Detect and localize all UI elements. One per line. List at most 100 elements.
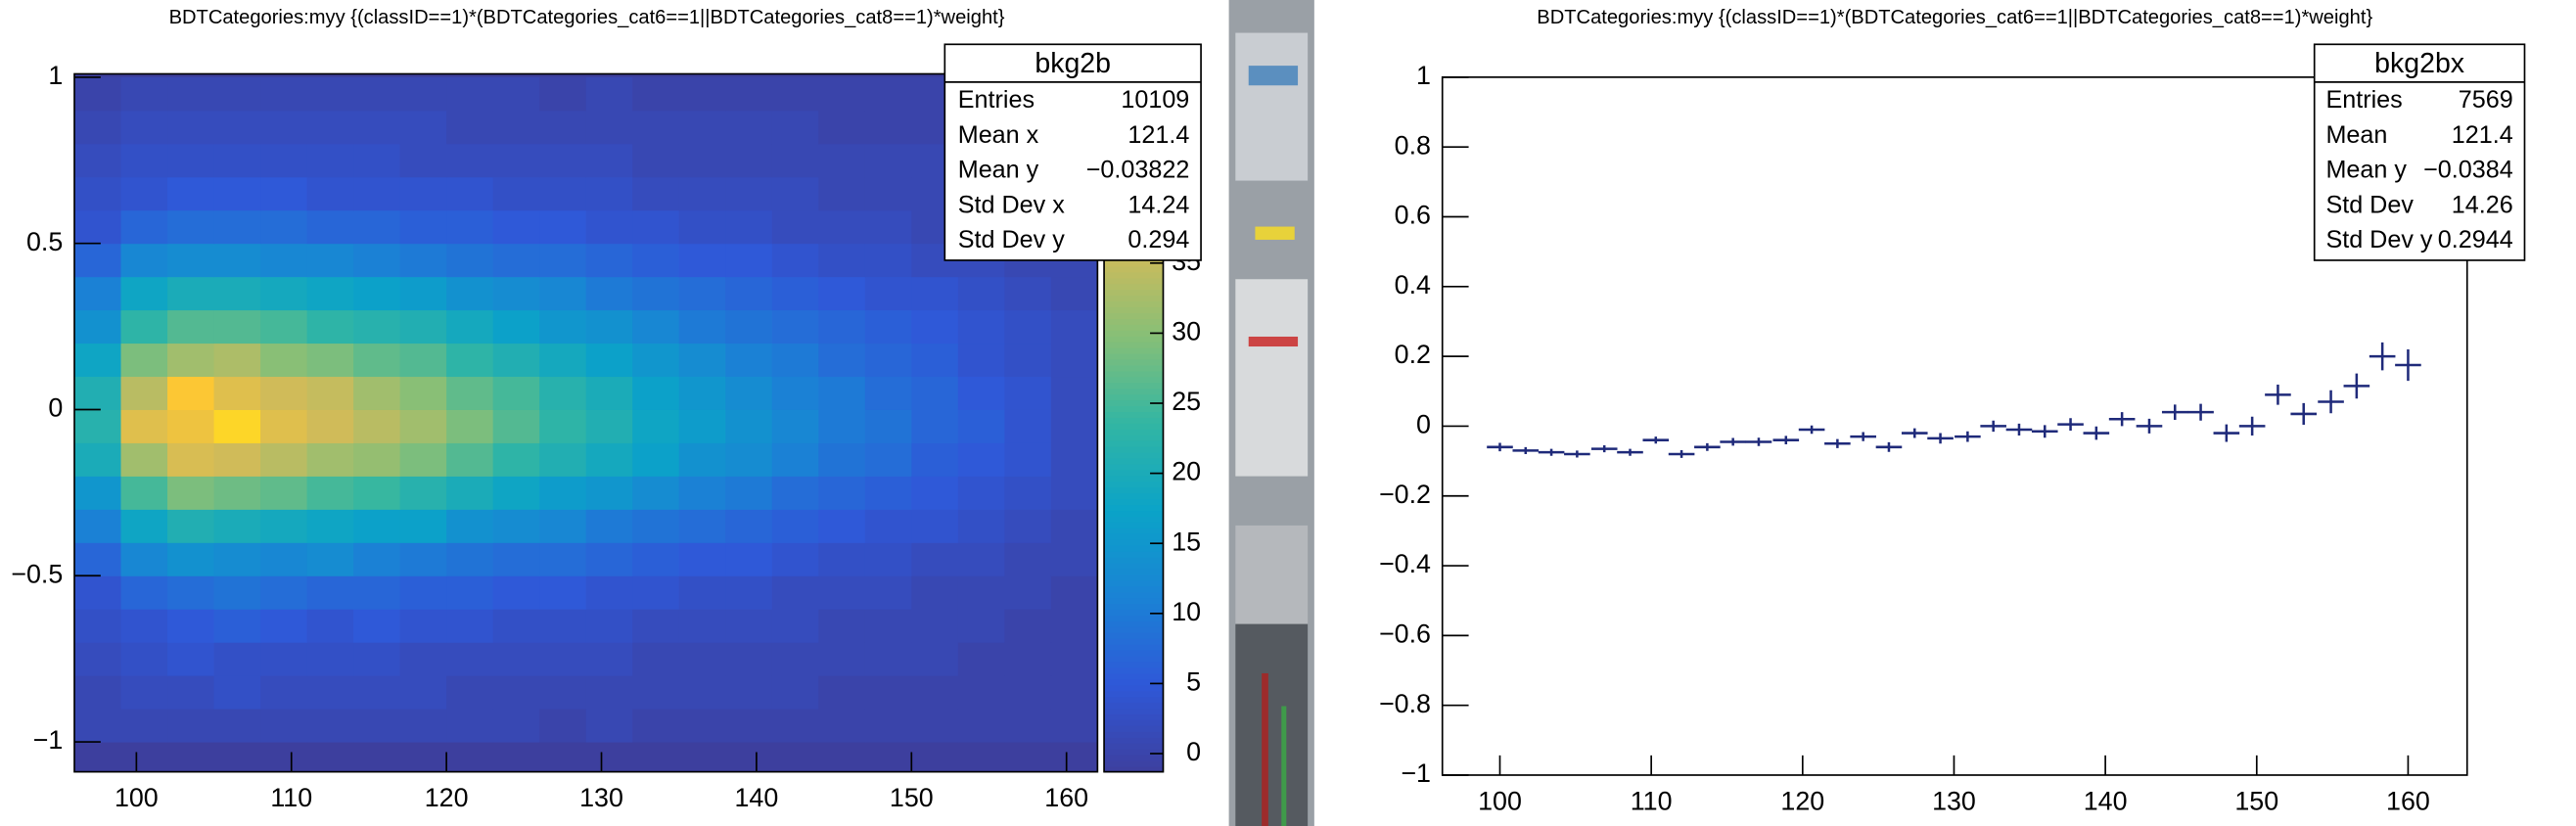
error-point [1875, 441, 1903, 452]
heat-cell [446, 476, 494, 510]
palette-step [1104, 609, 1164, 617]
heat-cell [911, 609, 959, 643]
heat-cell [725, 376, 773, 410]
heat-cell [957, 376, 1005, 410]
palette-step [1104, 538, 1164, 546]
stats-value: 10109 [1121, 86, 1189, 114]
heat-cell [353, 376, 401, 410]
heat-cell [260, 376, 308, 410]
heat-cell [632, 376, 680, 410]
heat-cell [725, 276, 773, 311]
heat-cell [399, 409, 447, 443]
heat-cell [120, 276, 168, 311]
heat-cell [446, 709, 494, 743]
heat-cell [446, 176, 494, 211]
photo-cable [1248, 66, 1299, 86]
heat-cell [585, 276, 633, 311]
palette-step [1104, 702, 1164, 710]
heat-cell [539, 343, 587, 378]
heat-cell [585, 709, 633, 743]
heat-cell [260, 343, 308, 378]
chart-title: BDTCategories:myy {(classID==1)*(BDTCate… [169, 7, 1005, 28]
palette-step [1104, 532, 1164, 540]
heat-cell [585, 542, 633, 576]
heat-cell [492, 642, 540, 676]
palette-step [1104, 277, 1164, 285]
palette-step [1104, 742, 1164, 750]
heat-cell [957, 409, 1005, 443]
palette-step [1104, 719, 1164, 726]
heat-cell [74, 575, 122, 610]
heat-cell [632, 110, 680, 145]
heat-cell [911, 476, 959, 510]
palette-step [1104, 445, 1164, 453]
heat-cell [446, 642, 494, 676]
heat-cell [213, 575, 261, 610]
heat-cell [306, 409, 354, 443]
palette-step [1104, 388, 1164, 395]
heat-cell [632, 143, 680, 178]
heat-cell [818, 709, 866, 743]
palette-step [1104, 429, 1164, 436]
heat-cell [864, 542, 912, 576]
error-point [2031, 425, 2058, 438]
heat-cell [353, 509, 401, 543]
palette-step [1104, 358, 1164, 366]
heat-cell [306, 575, 354, 610]
x-tick-label: 140 [2084, 787, 2128, 816]
heat-cell [539, 675, 587, 710]
palette-step [1104, 626, 1164, 633]
heat-cell [399, 376, 447, 410]
palette-step [1104, 649, 1164, 657]
y-tick-label: −0.6 [1379, 619, 1431, 648]
z-tick-label: 15 [1172, 527, 1201, 556]
heat-cell [1050, 376, 1098, 410]
x-tick-label: 130 [579, 783, 623, 812]
heat-cell [399, 176, 447, 211]
heat-cell [585, 675, 633, 710]
heat-cell [957, 575, 1005, 610]
palette-step [1104, 335, 1164, 343]
heat-cell [399, 209, 447, 245]
palette-step [1104, 666, 1164, 674]
heat-cell [771, 642, 819, 676]
heat-cell [632, 709, 680, 743]
heat-cell [167, 309, 215, 344]
heat-cell [120, 675, 168, 710]
heat-cell [818, 143, 866, 178]
palette-step [1104, 306, 1164, 313]
heat-cell [306, 442, 354, 477]
heat-cell [771, 110, 819, 145]
heat-cell [120, 442, 168, 477]
heat-cell [539, 209, 587, 245]
heat-cell [818, 309, 866, 344]
heat-cell [120, 209, 168, 245]
stats-title: bkg2b [1035, 48, 1111, 79]
heat-cell [399, 675, 447, 710]
heat-cell [585, 343, 633, 378]
heat-cell [260, 709, 308, 743]
heat-cell [585, 509, 633, 543]
error-point [1538, 448, 1565, 456]
z-tick-label: 0 [1186, 737, 1201, 766]
heat-cell [399, 476, 447, 510]
heat-cell [725, 442, 773, 477]
heat-cell [585, 176, 633, 211]
palette-step [1104, 411, 1164, 418]
heat-cell [399, 442, 447, 477]
heat-cell [585, 76, 633, 112]
heat-cell [632, 675, 680, 710]
heat-cell [120, 575, 168, 610]
heat-cell [725, 143, 773, 178]
heat-cell [1004, 709, 1052, 743]
heat-cell [74, 376, 122, 410]
heat-cell [306, 309, 354, 344]
heat-cell [1050, 709, 1098, 743]
heat-cell [213, 143, 261, 178]
heat-cell [864, 409, 912, 443]
heat-cell [771, 176, 819, 211]
heat-cell [957, 542, 1005, 576]
palette-step [1104, 684, 1164, 692]
heat-cell [818, 76, 866, 112]
